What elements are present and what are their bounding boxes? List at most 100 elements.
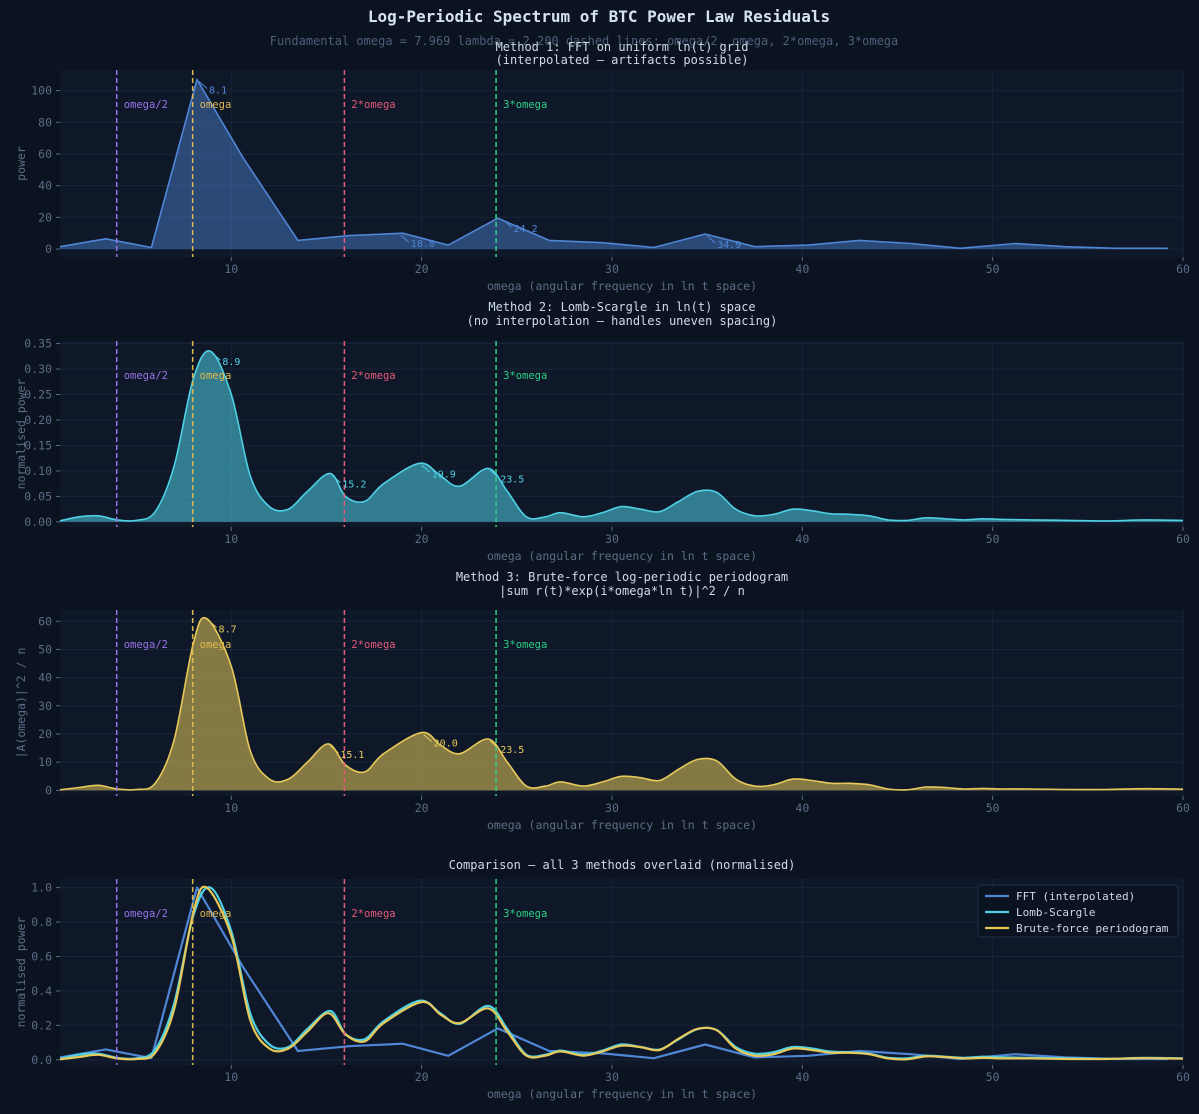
y-tick-label: 0.35 xyxy=(24,337,52,351)
peak-label: 24.2 xyxy=(514,224,538,235)
series-area-brute xyxy=(60,617,1183,791)
x-tick-label: 40 xyxy=(795,1070,809,1084)
y-tick-label: 0.0 xyxy=(31,1053,52,1067)
legend-item: Lomb-Scargle xyxy=(1016,906,1095,919)
y-tick-label: 0.30 xyxy=(24,362,52,376)
peak-arrow xyxy=(208,620,217,628)
peak-arrow xyxy=(503,219,512,228)
legend-item: Brute-force periodogram xyxy=(1016,922,1169,935)
peak-label: 15.1 xyxy=(340,750,364,761)
x-tick-label: 60 xyxy=(1176,1070,1190,1084)
panel-title: Comparison — all 3 methods overlaid (nor… xyxy=(449,858,796,872)
panel-subtitle: |sum r(t)*exp(i*omega*ln t)|^2 / n xyxy=(499,584,745,598)
marker-label: 3*omega xyxy=(503,908,547,920)
y-tick-label: 10 xyxy=(38,755,52,769)
peak-arrow xyxy=(423,734,432,742)
x-tick-label: 30 xyxy=(605,532,619,546)
chart-panel-compare: Comparison — all 3 methods overlaid (nor… xyxy=(14,858,1190,1101)
x-tick-label: 60 xyxy=(1176,262,1190,276)
x-tick-label: 20 xyxy=(415,1070,429,1084)
x-tick-label: 40 xyxy=(795,532,809,546)
x-tick-label: 10 xyxy=(224,262,238,276)
y-tick-label: 0 xyxy=(45,783,52,797)
peak-arrow xyxy=(421,464,431,473)
y-tick-label: 0.20 xyxy=(24,413,52,427)
marker-label: omega xyxy=(200,370,232,382)
peak-label: 34.9 xyxy=(717,240,741,251)
peak-arrow xyxy=(331,475,341,483)
peak-label: 23.5 xyxy=(500,474,524,485)
peak-label: 8.7 xyxy=(219,624,237,635)
marker-label: omega/2 xyxy=(124,908,168,920)
x-axis-label: omega (angular frequency in ln t space) xyxy=(487,818,757,832)
x-tick-label: 10 xyxy=(224,532,238,546)
x-tick-label: 30 xyxy=(605,262,619,276)
y-tick-label: 20 xyxy=(38,210,52,224)
x-axis-label: omega (angular frequency in ln t space) xyxy=(487,1087,757,1101)
peak-label: 15.2 xyxy=(342,479,366,490)
marker-label: omega/2 xyxy=(124,370,168,382)
x-tick-label: 50 xyxy=(986,262,1000,276)
y-tick-label: 60 xyxy=(38,147,52,161)
x-tick-label: 50 xyxy=(986,1070,1000,1084)
y-tick-label: 0.05 xyxy=(24,489,52,503)
chart-panel-lomb: Method 2: Lomb-Scargle in ln(t) space(no… xyxy=(14,300,1190,563)
chart-panel-fft: Method 1: FFT on uniform ln(t) grid(inte… xyxy=(14,40,1190,293)
series-line-brute xyxy=(59,885,1184,1061)
chart-panel-brute: Method 3: Brute-force log-periodic perio… xyxy=(14,570,1190,832)
marker-label: 3*omega xyxy=(503,370,547,382)
peak-label: 8.1 xyxy=(209,86,227,97)
y-tick-label: 0.00 xyxy=(24,515,52,529)
marker-label: 3*omega xyxy=(503,639,547,651)
peak-arrow xyxy=(489,740,499,749)
x-tick-label: 40 xyxy=(795,262,809,276)
y-tick-label: 0.10 xyxy=(24,464,52,478)
y-axis-label: normalised power xyxy=(14,917,28,1028)
y-tick-label: 0.15 xyxy=(24,438,52,452)
marker-label: 2*omega xyxy=(351,370,395,382)
y-tick-label: 1.0 xyxy=(31,881,52,895)
series-area-fft xyxy=(60,79,1168,250)
figure-subtitle: Fundamental omega = 7.969 lambda = 2.200… xyxy=(270,34,899,48)
legend: FFT (interpolated) Lomb-Scargle Brute-forc… xyxy=(977,884,1179,938)
y-tick-label: 0.8 xyxy=(31,915,52,929)
y-tick-label: 0 xyxy=(45,242,52,256)
legend-item: FFT (interpolated) xyxy=(1016,890,1135,903)
y-tick-label: 50 xyxy=(38,642,52,656)
x-tick-label: 20 xyxy=(415,262,429,276)
y-tick-label: 20 xyxy=(38,727,52,741)
panel-title: Method 2: Lomb-Scargle in ln(t) space xyxy=(488,300,755,314)
marker-label: 2*omega xyxy=(351,639,395,651)
x-tick-label: 60 xyxy=(1176,532,1190,546)
marker-label: omega xyxy=(200,99,232,111)
panel-title: Method 1: FFT on uniform ln(t) grid xyxy=(496,40,749,54)
peak-label: 19.9 xyxy=(432,469,456,480)
y-tick-label: 0.4 xyxy=(31,984,52,998)
marker-label: omega/2 xyxy=(124,99,168,111)
series-area-lomb xyxy=(60,350,1183,522)
x-tick-label: 60 xyxy=(1176,801,1190,815)
peak-label: 20.0 xyxy=(434,739,458,750)
x-tick-label: 50 xyxy=(986,532,1000,546)
marker-label: 3*omega xyxy=(503,99,547,111)
marker-label: omega xyxy=(200,639,232,651)
x-tick-label: 40 xyxy=(795,801,809,815)
peak-arrow xyxy=(489,470,499,478)
y-tick-label: 80 xyxy=(38,115,52,129)
marker-label: omega/2 xyxy=(124,639,168,651)
x-tick-label: 20 xyxy=(415,801,429,815)
x-axis-label: omega (angular frequency in ln t space) xyxy=(487,549,757,563)
y-tick-label: 0.2 xyxy=(31,1018,52,1032)
x-axis-label: omega (angular frequency in ln t space) xyxy=(487,279,757,293)
y-tick-label: 30 xyxy=(38,699,52,713)
peak-arrow xyxy=(212,352,221,361)
panel-subtitle: (no interpolation — handles uneven spaci… xyxy=(467,314,778,328)
peak-arrow xyxy=(198,81,208,89)
x-tick-label: 30 xyxy=(605,801,619,815)
y-axis-label: |A(omega)|^2 / n xyxy=(14,648,28,759)
y-tick-label: 100 xyxy=(31,84,52,98)
peak-arrow xyxy=(400,234,410,243)
x-tick-label: 10 xyxy=(224,801,238,815)
